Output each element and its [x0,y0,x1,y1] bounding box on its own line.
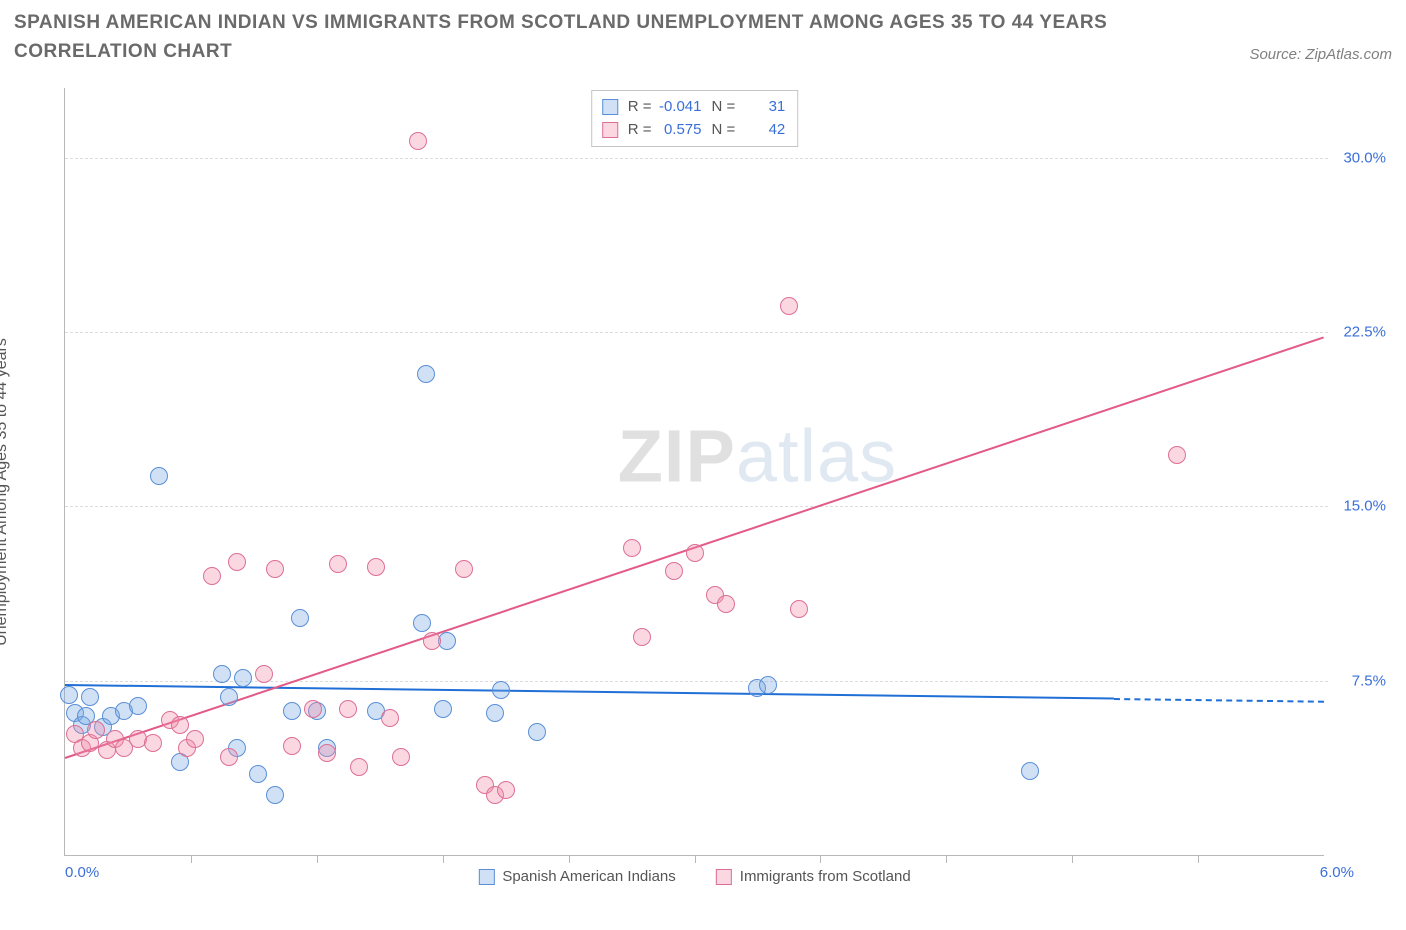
data-point-pink [318,744,336,762]
data-point-blue [220,688,238,706]
data-point-blue [434,700,452,718]
x-axis-min-label: 0.0% [65,864,99,881]
data-point-pink [790,600,808,618]
data-point-pink [455,560,473,578]
data-point-blue [81,688,99,706]
legend-label-blue: Spanish American Indians [502,868,675,885]
data-point-pink [171,716,189,734]
data-point-pink [497,781,515,799]
legend-label-pink: Immigrants from Scotland [740,868,911,885]
data-point-blue [60,686,78,704]
data-point-blue [249,765,267,783]
correlation-chart: Unemployment Among Ages 35 to 44 years Z… [14,80,1392,904]
x-tick [946,855,947,863]
page-title: SPANISH AMERICAN INDIAN VS IMMIGRANTS FR… [14,8,1154,67]
y-tick-label: 15.0% [1343,498,1386,515]
legend-series: Spanish American Indians Immigrants from … [478,868,910,885]
data-point-pink [665,562,683,580]
x-tick [1072,855,1073,863]
x-tick [695,855,696,863]
data-point-pink [409,132,427,150]
data-point-pink [144,734,162,752]
x-tick [191,855,192,863]
legend-stats-box: R =-0.041N =31R =0.575N =42 [591,90,799,147]
data-point-pink [87,721,105,739]
data-point-blue [486,704,504,722]
data-point-blue [150,467,168,485]
data-point-pink [220,748,238,766]
data-point-pink [633,628,651,646]
watermark-rest: atlas [736,415,897,498]
source-label: Source: ZipAtlas.com [1249,46,1392,63]
x-tick [569,855,570,863]
data-point-blue [759,676,777,694]
data-point-pink [381,709,399,727]
y-axis-label: Unemployment Among Ages 35 to 44 years [0,338,11,646]
x-tick [1198,855,1199,863]
x-axis-max-label: 6.0% [1320,864,1354,881]
data-point-pink [780,297,798,315]
x-tick [317,855,318,863]
plot-area: ZIPatlas R =-0.041N =31R =0.575N =42 0.0… [64,88,1324,856]
data-point-pink [623,539,641,557]
data-point-blue [1021,762,1039,780]
data-point-pink [255,665,273,683]
data-point-pink [203,567,221,585]
data-point-pink [1168,446,1186,464]
data-point-pink [266,560,284,578]
data-point-pink [304,700,322,718]
data-point-pink [367,558,385,576]
y-tick-label: 30.0% [1343,149,1386,166]
data-point-blue [291,609,309,627]
y-tick-label: 7.5% [1352,672,1386,689]
legend-swatch-blue [478,869,494,885]
data-point-pink [186,730,204,748]
data-point-blue [413,614,431,632]
data-point-pink [392,748,410,766]
data-point-pink [686,544,704,562]
data-point-pink [350,758,368,776]
gridline [65,332,1328,333]
x-tick [443,855,444,863]
data-point-pink [329,555,347,573]
x-tick [820,855,821,863]
data-point-pink [717,595,735,613]
data-point-blue [129,697,147,715]
data-point-blue [266,786,284,804]
data-point-pink [283,737,301,755]
legend-swatch-pink [602,122,618,138]
data-point-pink [423,632,441,650]
watermark: ZIPatlas [618,414,897,499]
legend-item-blue: Spanish American Indians [478,868,675,885]
legend-stat-row-blue: R =-0.041N =31 [602,96,786,119]
data-point-blue [417,365,435,383]
y-tick-label: 22.5% [1343,324,1386,341]
data-point-blue [234,669,252,687]
legend-stat-row-pink: R =0.575N =42 [602,119,786,142]
legend-swatch-pink [716,869,732,885]
legend-item-pink: Immigrants from Scotland [716,868,911,885]
gridline [65,681,1328,682]
data-point-blue [283,702,301,720]
legend-swatch-blue [602,99,618,115]
data-point-pink [228,553,246,571]
data-point-blue [213,665,231,683]
data-point-blue [492,681,510,699]
data-point-blue [528,723,546,741]
trend-line-blue [1114,698,1324,703]
watermark-bold: ZIP [618,415,736,498]
gridline [65,158,1328,159]
gridline [65,506,1328,507]
data-point-pink [339,700,357,718]
